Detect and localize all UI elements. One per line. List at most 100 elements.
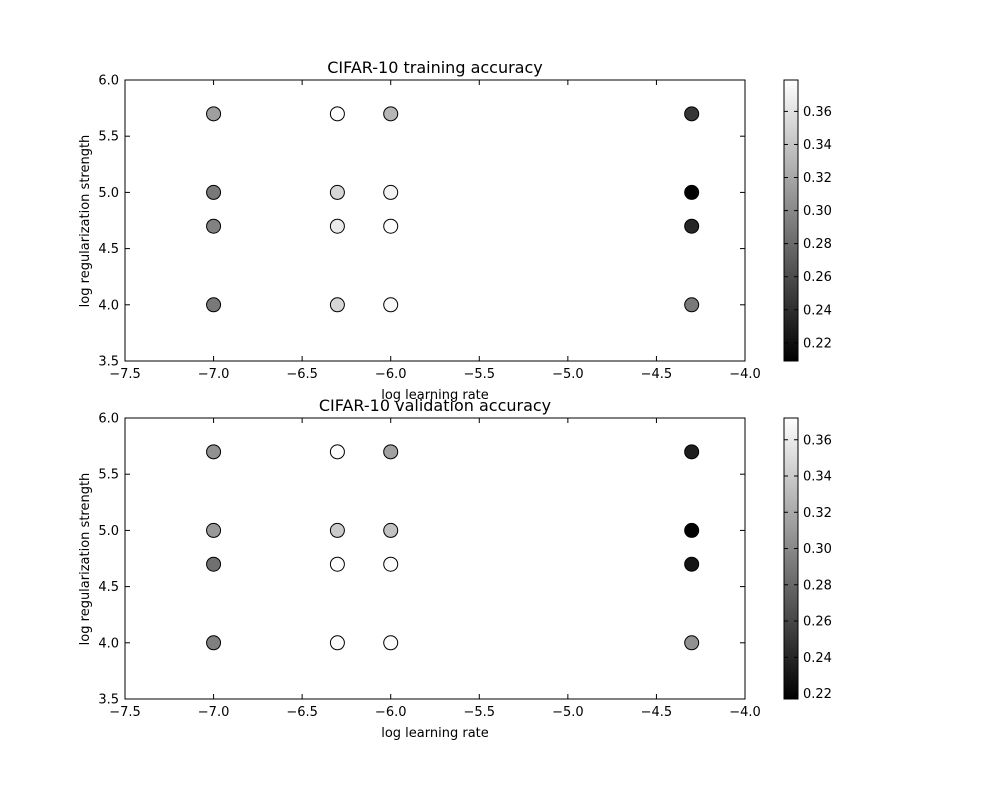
data-point-group: [206, 444, 700, 651]
scatter-point: [329, 297, 345, 313]
colorbar-tick-label: 0.28: [803, 578, 832, 593]
y-tick-label: 6.0: [98, 74, 119, 89]
scatter-point: [329, 218, 345, 234]
scatter-point: [329, 184, 345, 200]
scatter-point: [383, 184, 399, 200]
x-tick-label: −6.5: [286, 705, 318, 720]
y-tick-label: 4.0: [98, 636, 119, 651]
scatter-point: [329, 522, 345, 538]
training-accuracy-panel: CIFAR-10 training accuracy log learning …: [78, 58, 832, 403]
validation-accuracy-panel: CIFAR-10 validation accuracy log learnin…: [78, 396, 832, 741]
colorbar-tick-group: 0.22 0.24 0.26 0.28 0.30 0.32 0.34 0.36: [784, 433, 832, 702]
colorbar-tick-label: 0.26: [803, 615, 832, 630]
scatter-point: [329, 635, 345, 651]
colorbar-tick-label: 0.22: [803, 687, 832, 702]
scatter-point: [383, 522, 399, 538]
colorbar-tick-label: 0.32: [803, 171, 832, 186]
x-tick-label: −6.5: [286, 367, 318, 382]
colorbar-tick-label: 0.24: [803, 651, 832, 666]
x-tick-group: −7.5 −7.0 −6.5 −6.0 −5.5 −5.0 −4.5 −4.0: [109, 80, 761, 382]
colorbar-tick-label: 0.34: [803, 138, 832, 153]
scatter-point: [383, 218, 399, 234]
y-tick-label: 4.5: [98, 580, 119, 595]
chart-title: CIFAR-10 training accuracy: [327, 58, 543, 77]
y-tick-group: 3.5 4.0 4.5 5.0 5.5 6.0: [98, 412, 745, 708]
colorbar-tick-label: 0.36: [803, 433, 832, 448]
x-tick-group: −7.5 −7.0 −6.5 −6.0 −5.5 −5.0 −4.5 −4.0: [109, 418, 761, 720]
scatter-point: [684, 297, 700, 313]
colorbar-tick-label: 0.34: [803, 470, 832, 485]
colorbar: 0.22 0.24 0.26 0.28 0.30 0.32 0.34 0.36: [783, 79, 832, 362]
colorbar-tick-group: 0.22 0.24 0.26 0.28 0.30 0.32 0.34 0.36: [784, 105, 832, 351]
scatter-point: [383, 444, 399, 460]
x-tick-label: −5.5: [463, 705, 495, 720]
scatter-point: [329, 444, 345, 460]
y-tick-group: 3.5 4.0 4.5 5.0 5.5 6.0: [98, 74, 745, 370]
y-tick-label: 6.0: [98, 412, 119, 427]
x-tick-label: −5.0: [552, 705, 584, 720]
scatter-point: [206, 635, 222, 651]
y-tick-label: 5.0: [98, 186, 119, 201]
y-tick-label: 5.5: [98, 130, 119, 145]
scatter-point: [206, 444, 222, 460]
scatter-point: [383, 297, 399, 313]
plot-area-frame: [124, 417, 746, 700]
scatter-point: [684, 635, 700, 651]
scatter-point: [206, 522, 222, 538]
scatter-point: [206, 218, 222, 234]
x-tick-label: −4.5: [641, 367, 673, 382]
y-tick-label: 3.5: [98, 693, 119, 708]
x-tick-label: −6.0: [375, 705, 407, 720]
colorbar-tick-label: 0.24: [803, 303, 832, 318]
data-point-group: [206, 106, 700, 313]
scatter-point: [684, 184, 700, 200]
x-tick-label: −7.0: [198, 705, 230, 720]
x-tick-label: −4.0: [729, 367, 761, 382]
y-tick-label: 3.5: [98, 355, 119, 370]
x-tick-label: −7.0: [198, 367, 230, 382]
colorbar-tick-label: 0.32: [803, 506, 832, 521]
colorbar-tick-label: 0.22: [803, 336, 832, 351]
scatter-point: [206, 184, 222, 200]
x-tick-label: −5.0: [552, 367, 584, 382]
scatter-point: [206, 556, 222, 572]
x-axis-label: log learning rate: [381, 726, 489, 741]
scatter-point: [684, 218, 700, 234]
colorbar-gradient: [783, 417, 799, 700]
scatter-point: [206, 297, 222, 313]
plot-area-frame: [124, 79, 746, 362]
y-tick-label: 5.5: [98, 468, 119, 483]
scatter-point: [684, 444, 700, 460]
x-tick-label: −7.5: [109, 705, 141, 720]
colorbar-gradient: [783, 79, 799, 362]
scatter-point: [329, 556, 345, 572]
colorbar-tick-label: 0.28: [803, 237, 832, 252]
scatter-point: [383, 635, 399, 651]
x-tick-label: −4.0: [729, 705, 761, 720]
scatter-point: [684, 106, 700, 122]
colorbar-tick-label: 0.36: [803, 105, 832, 120]
x-tick-label: −7.5: [109, 367, 141, 382]
y-tick-label: 4.0: [98, 298, 119, 313]
scatter-point: [684, 556, 700, 572]
x-tick-label: −5.5: [463, 367, 495, 382]
x-tick-label: −6.0: [375, 367, 407, 382]
scatter-point: [684, 522, 700, 538]
x-tick-label: −4.5: [641, 705, 673, 720]
y-axis-label: log regularization strength: [78, 135, 93, 308]
colorbar-tick-label: 0.30: [803, 204, 832, 219]
x-axis-label: log learning rate: [381, 388, 489, 403]
colorbar: 0.22 0.24 0.26 0.28 0.30 0.32 0.34 0.36: [783, 417, 832, 702]
scatter-point: [383, 556, 399, 572]
chart-title: CIFAR-10 validation accuracy: [319, 396, 551, 415]
scatter-point: [383, 106, 399, 122]
colorbar-tick-label: 0.30: [803, 542, 832, 557]
scatter-point: [206, 106, 222, 122]
y-axis-label: log regularization strength: [78, 473, 93, 646]
colorbar-tick-label: 0.26: [803, 270, 832, 285]
y-tick-label: 4.5: [98, 242, 119, 257]
y-tick-label: 5.0: [98, 524, 119, 539]
scatter-point: [329, 106, 345, 122]
